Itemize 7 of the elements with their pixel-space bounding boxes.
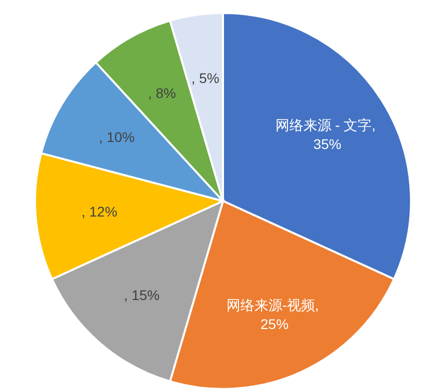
slice-label: 网络来源-视频, 25%	[226, 296, 323, 332]
data-label: , 10%	[98, 128, 135, 145]
data-label: , 8%	[148, 84, 176, 101]
data-label: , 15%	[124, 286, 160, 303]
data-label: , 5%	[191, 70, 220, 86]
data-label: , 12%	[81, 204, 118, 220]
slice-label: 网络来源 - 文字, 35%	[275, 116, 380, 152]
